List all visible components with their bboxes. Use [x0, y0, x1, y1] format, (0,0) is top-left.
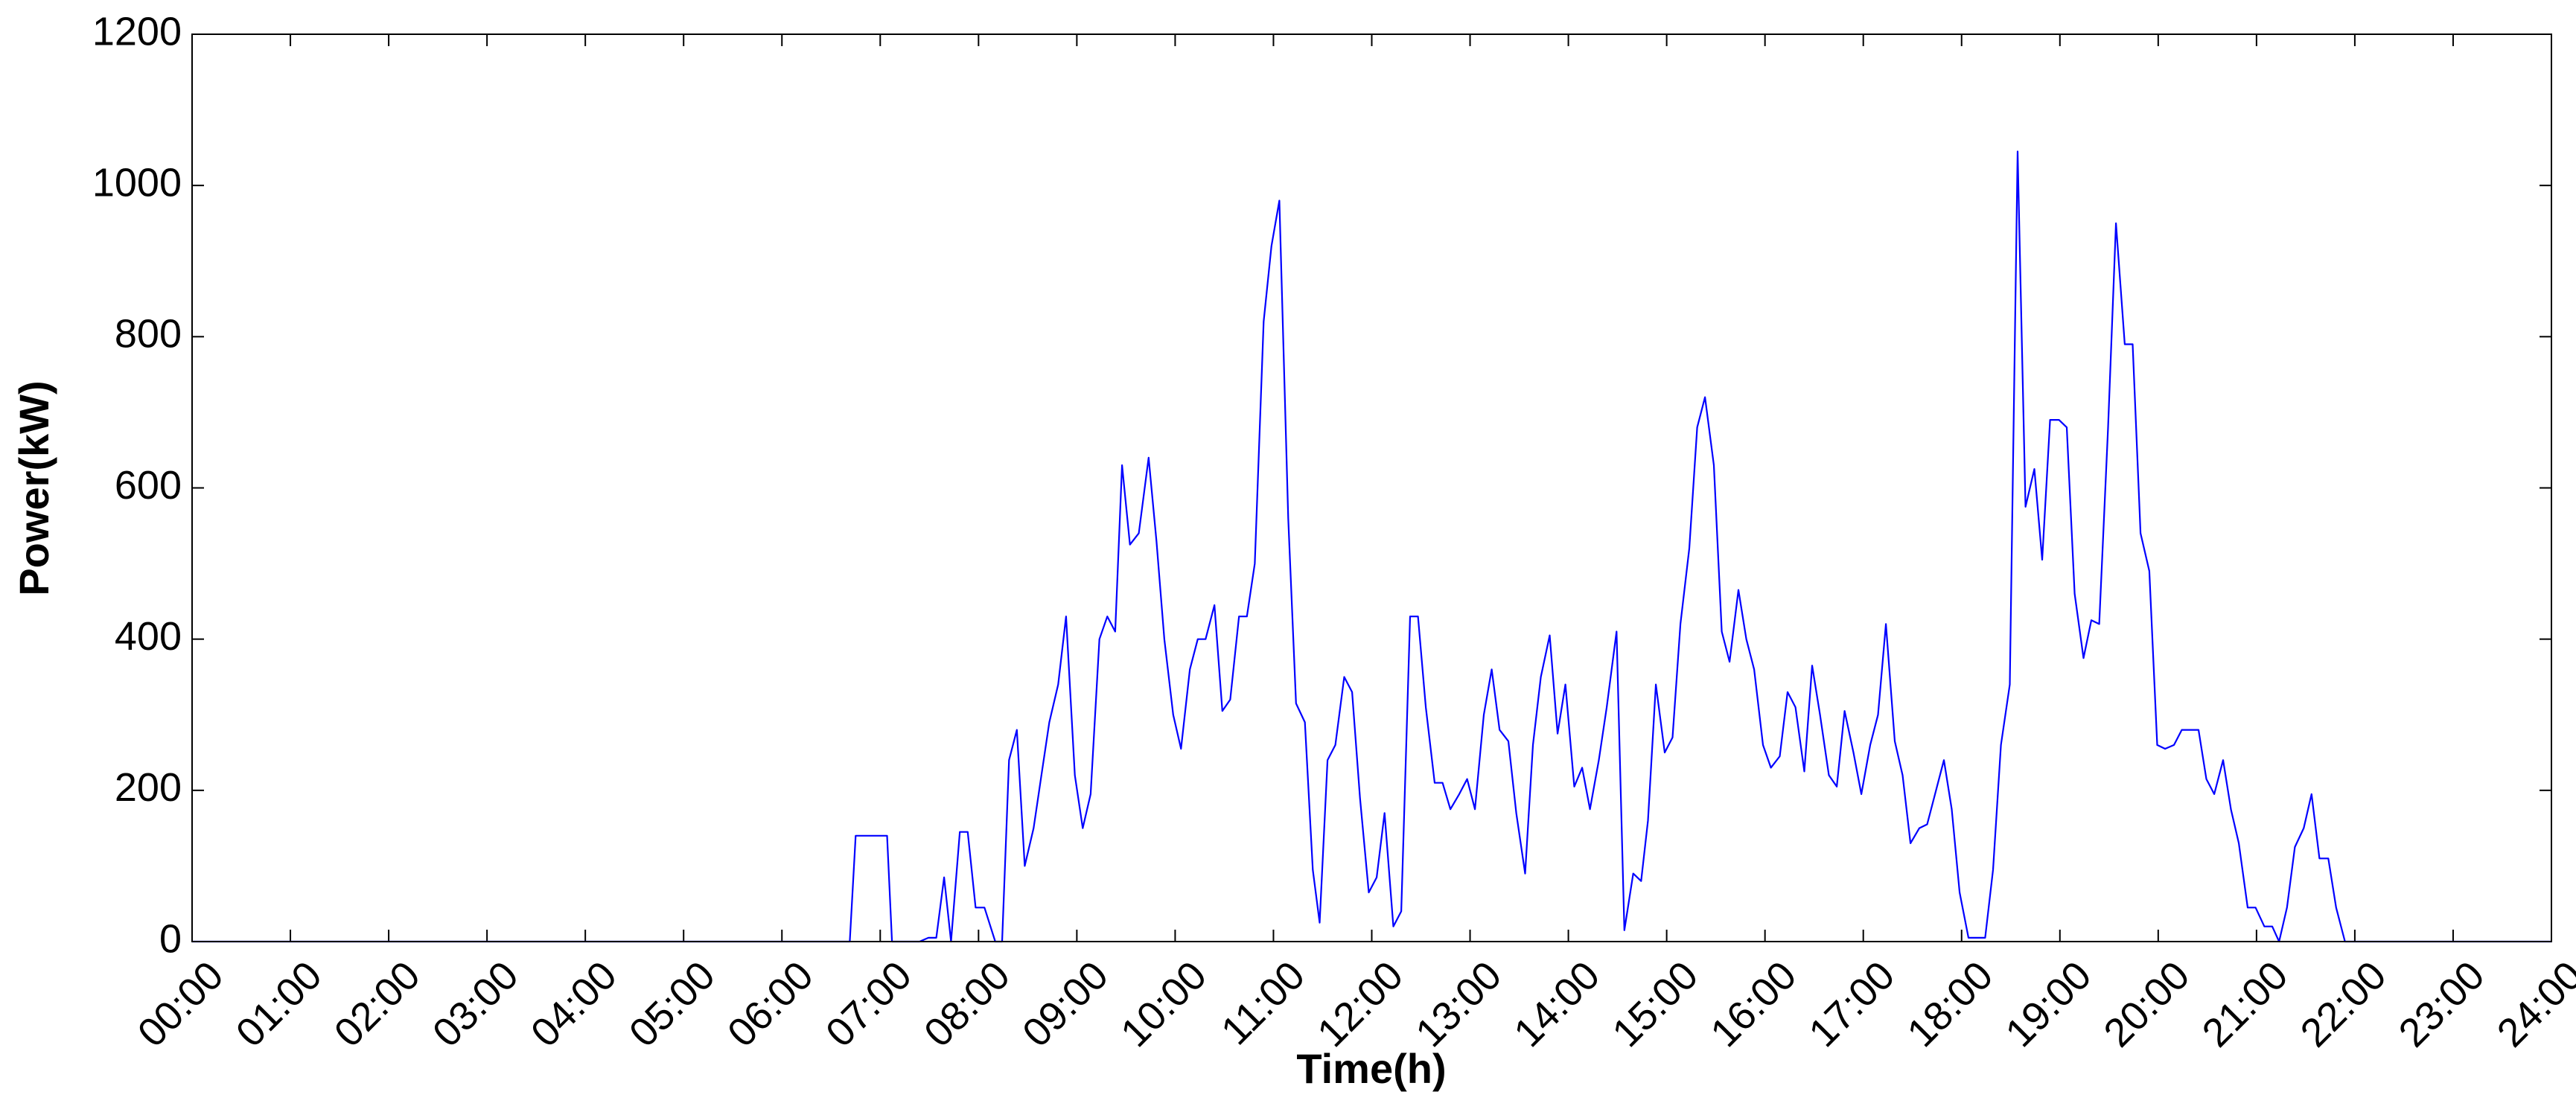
y-tick-label: 1200 [92, 9, 182, 54]
y-tick-label: 200 [115, 765, 182, 810]
x-axis-label: Time(h) [1296, 1045, 1446, 1092]
y-axis-label: Power(kW) [10, 380, 57, 595]
y-tick-label: 800 [115, 312, 182, 357]
plot-frame [191, 33, 2552, 942]
y-tick-label: 600 [115, 463, 182, 508]
y-tick-label: 1000 [92, 160, 182, 205]
y-tick-label: 400 [115, 614, 182, 659]
y-tick-label: 0 [159, 916, 182, 961]
power-line [192, 150, 2551, 943]
